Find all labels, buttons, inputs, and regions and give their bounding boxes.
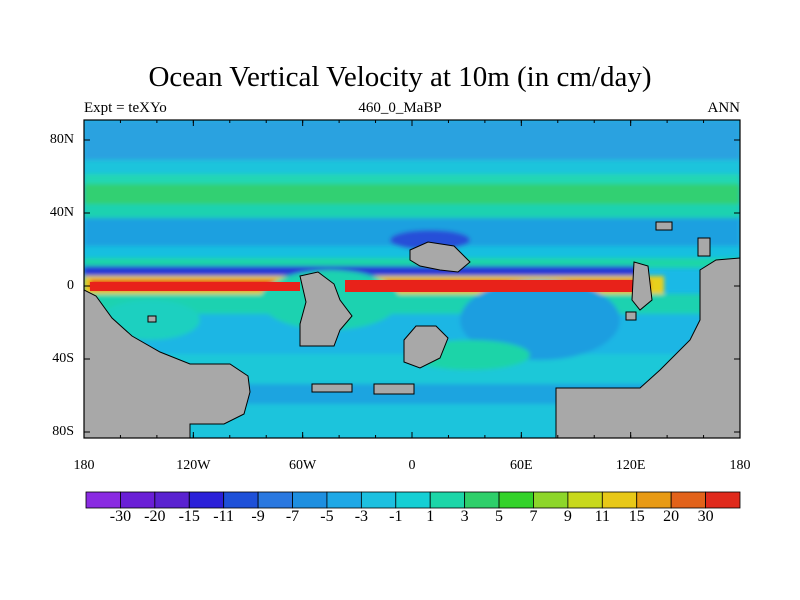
colorbar-swatch: [326, 491, 362, 509]
colorbar-swatch: [223, 491, 259, 509]
experiment-label: Expt = teXYo: [84, 100, 167, 116]
longitude-tick-label: 60E: [510, 458, 533, 473]
latitude-tick-label: 40S: [52, 351, 74, 366]
land-antarctica: [555, 257, 740, 438]
longitude-tick-label: 120E: [615, 458, 646, 473]
colorbar-swatch: [636, 491, 672, 509]
colorbar-tick-label: -11: [213, 508, 235, 525]
longitude-tick-label: 0: [408, 458, 416, 473]
colorbar-tick-label: 15: [628, 508, 645, 525]
longitude-tick-label: 180: [729, 458, 751, 473]
latitude-tick-label: 80N: [49, 132, 74, 147]
longitude-tick-label: 60W: [289, 458, 317, 473]
longitude-tick-label: 180: [73, 458, 95, 473]
axis-ticks: [83, 120, 741, 438]
colorbar-swatch: [705, 491, 741, 509]
colorbar-swatch: [601, 491, 638, 509]
latitude-tick-label: 0: [67, 278, 74, 293]
colorbar-tick-label: 5: [495, 508, 504, 525]
colorbar-swatch: [154, 491, 190, 509]
land-island-d: [697, 237, 711, 257]
colorbar-tick-label: 7: [529, 508, 538, 525]
colorbar-tick-label: -15: [178, 508, 200, 525]
latitude-tick-label: 80S: [52, 424, 74, 439]
colorbar-swatch: [533, 491, 569, 509]
colorbar-swatch: [498, 491, 534, 509]
colorbar-tick-label: -5: [320, 508, 334, 525]
colorbar-tick-label: 9: [563, 508, 572, 525]
colorbar-tick-label: 20: [663, 508, 680, 525]
equatorial-upwelling-band: [90, 280, 645, 292]
colorbar-tick-label: -30: [109, 508, 132, 525]
colorbar-swatch: [670, 491, 706, 509]
colorbar-tick-label: -9: [251, 508, 265, 525]
colorbar-swatch: [395, 491, 431, 509]
colorbar-tick-label: 1: [426, 508, 435, 525]
colorbar-swatch: [360, 491, 397, 509]
colorbar-swatch: [429, 491, 466, 509]
colorbar-swatch: [257, 491, 293, 509]
land-india: [403, 325, 449, 369]
season-label: ANN: [707, 100, 741, 116]
colorbar-swatch: [567, 491, 603, 509]
land-island-a: [311, 383, 353, 393]
plot-title: Ocean Vertical Velocity at 10m (in cm/da…: [148, 61, 652, 93]
land-africa: [299, 271, 353, 347]
colorbar-swatch: [85, 491, 121, 509]
land-masses: [84, 221, 740, 438]
land-island-e: [147, 315, 157, 323]
longitude-tick-label: 120W: [176, 458, 211, 473]
colorbar-swatch: [292, 491, 328, 509]
land-island-c: [655, 221, 673, 231]
land-europe-asia: [409, 241, 471, 273]
latitude-tick-label: 40N: [49, 205, 74, 220]
land-island-b: [373, 383, 415, 395]
colorbar-swatch: [120, 491, 156, 509]
colorbar-tick-label: -7: [285, 508, 300, 525]
colorbar-tick-label: -3: [354, 508, 369, 525]
colorbar-swatch: [188, 491, 225, 509]
colorbar-tick-label: -20: [144, 508, 166, 525]
colorbar-tick-label: -1: [389, 508, 403, 525]
colorbar-tick-label: 3: [460, 508, 469, 525]
colorbar-swatch: [464, 491, 500, 509]
colorbar-tick-label: 11: [594, 508, 611, 525]
colorbar-tick-label: 30: [697, 508, 714, 525]
time-label: 460_0_MaBP: [358, 100, 442, 116]
land-americas: [84, 289, 251, 438]
land-southeast-asia: [631, 261, 653, 311]
land-island-f: [625, 311, 637, 321]
